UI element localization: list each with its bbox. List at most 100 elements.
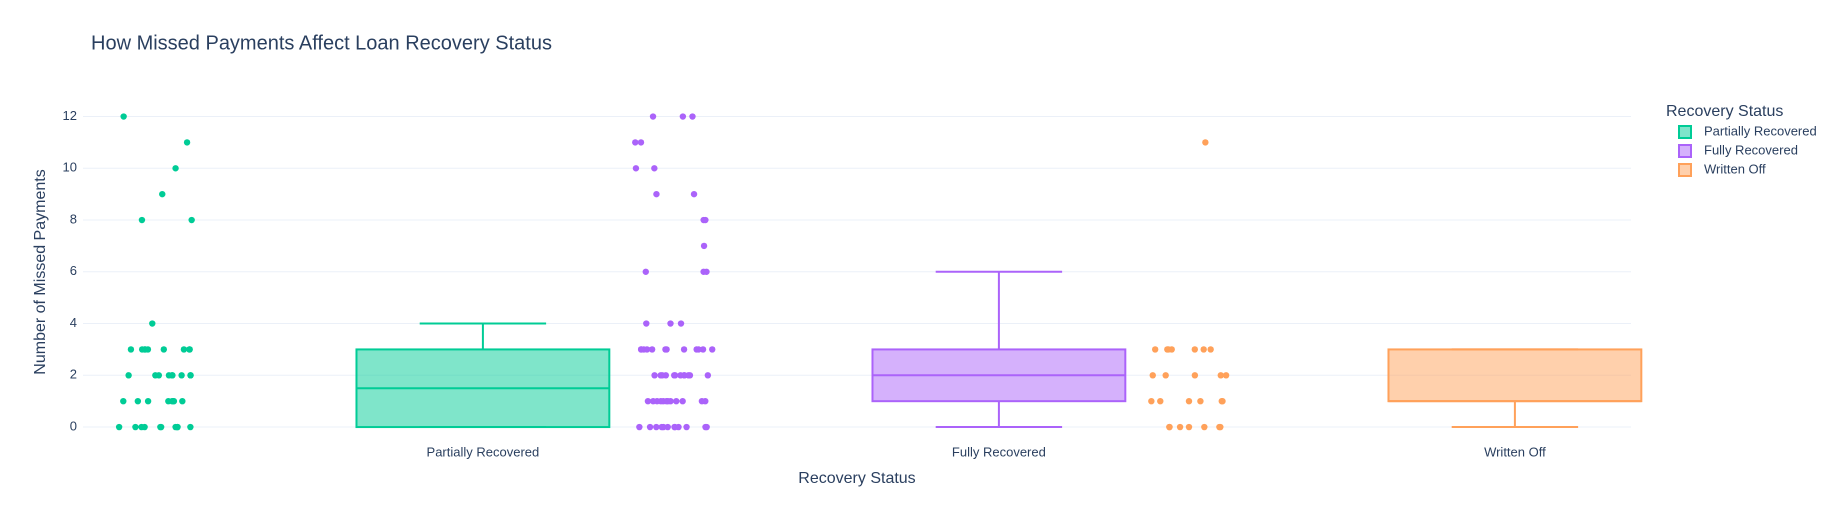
data-point [1166,423,1173,431]
data-point [695,346,702,353]
data-point [699,346,707,353]
data-point [657,372,664,379]
data-point [648,346,656,353]
data-point [642,268,649,275]
data-point [663,346,670,353]
data-point [169,397,177,405]
data-point [689,113,696,120]
data-point [1151,346,1159,353]
data-point [680,346,688,353]
y-tick-label: 10 [63,160,77,175]
data-point [178,372,185,379]
data-point [1191,372,1199,379]
legend-label: Written Off [1704,161,1766,176]
data-point [180,346,188,353]
data-point [637,139,645,146]
data-point [187,423,194,431]
data-point [643,346,651,353]
data-point [644,397,652,405]
data-point [651,165,658,172]
data-point [673,397,680,405]
data-point [1176,423,1184,431]
data-point [643,320,650,327]
data-point [1149,372,1156,379]
data-point [1207,346,1214,353]
data-point [159,190,166,198]
data-point [671,423,679,431]
data-point [187,372,194,379]
y-tick-label: 0 [70,418,77,433]
data-point [1217,423,1224,431]
data-point [1185,423,1193,431]
data-point [1222,372,1230,379]
data-point [132,423,139,431]
data-point [667,320,674,327]
data-point [709,346,716,353]
data-point [141,423,148,431]
data-point [155,372,163,379]
y-tick-label: 8 [70,211,77,226]
data-point [183,139,191,146]
x-tick-label: Written Off [1484,444,1546,459]
data-point [700,268,707,275]
data-point [700,242,708,250]
data-point [120,113,127,120]
data-point [704,372,712,379]
x-axis-title: Recovery Status [798,470,915,487]
data-point [683,423,690,431]
data-point [651,372,658,379]
data-point [179,397,186,405]
y-tick-label: 6 [70,263,77,278]
data-point [165,372,173,379]
data-point [149,320,156,327]
data-point [186,346,193,353]
data-point [138,346,146,353]
data-point [703,423,710,431]
legend-swatch [1678,125,1692,139]
data-point [677,320,685,327]
data-point [1202,139,1209,146]
data-point [174,423,181,431]
data-point [144,397,152,405]
data-point [1162,372,1169,379]
data-point [679,113,687,120]
data-point [1148,397,1155,405]
data-point [1200,346,1207,353]
data-point [637,346,645,353]
data-point [653,423,660,431]
legend-swatch [1678,163,1692,177]
data-point [658,423,665,431]
data-point [702,216,709,224]
data-point [1217,372,1224,379]
data-point [677,372,684,379]
y-tick-label: 2 [70,367,77,382]
data-point [698,397,706,405]
data-point [188,216,195,224]
data-point [160,346,168,353]
data-point [653,190,660,198]
data-point [690,190,698,198]
data-point [649,113,657,120]
data-point [1201,423,1208,431]
x-tick-label: Partially Recovered [427,444,540,459]
data-point [157,423,165,431]
data-point [1157,397,1164,405]
data-point [115,423,123,431]
data-point [657,397,665,405]
x-tick-label: Fully Recovered [952,444,1046,459]
data-point [138,216,146,224]
data-point [1197,397,1204,405]
y-tick-label: 12 [63,108,77,123]
data-point [1185,397,1193,405]
data-point [1219,397,1226,405]
data-point [172,165,179,172]
box [1387,348,1643,403]
data-point [646,423,654,431]
data-point [125,372,132,379]
legend-swatch [1678,144,1692,158]
y-axis-title: Number of Missed Payments [32,169,49,374]
data-point [667,397,674,405]
legend-label: Fully Recovered [1704,142,1798,157]
data-point [636,423,643,431]
